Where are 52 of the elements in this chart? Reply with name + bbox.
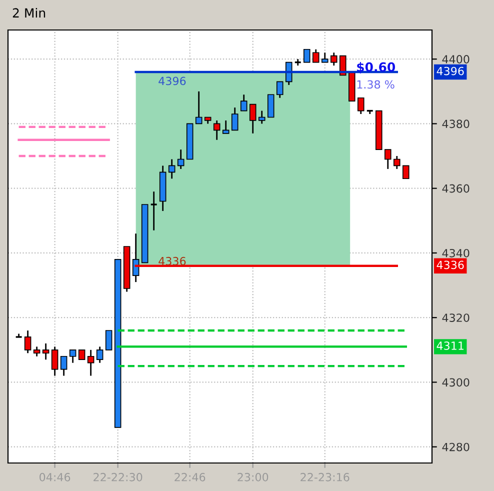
- candlestick: [303, 48, 310, 63]
- candlestick: [213, 120, 220, 141]
- x-tick-label: 22-22:30: [94, 472, 142, 482]
- candlestick: [249, 104, 256, 134]
- candlestick: [276, 81, 284, 99]
- candlestick: [321, 52, 328, 64]
- x-tick-label: 22-23:16: [300, 472, 350, 482]
- candlestick: [60, 356, 68, 376]
- candlestick: [402, 165, 410, 180]
- candlestick: [105, 330, 112, 350]
- y-tick-label: 4280: [442, 442, 470, 452]
- candlestick: [267, 94, 274, 118]
- candlestick: [150, 190, 158, 232]
- annotation: 1.38 %: [357, 80, 394, 89]
- text: 4336: [436, 260, 464, 270]
- candlestick: [168, 158, 176, 180]
- candlestick: [384, 148, 392, 170]
- chart-title: 2 Min: [12, 8, 46, 18]
- x-tick-label: 04:46: [40, 472, 70, 482]
- series-label: 4396: [158, 76, 186, 86]
- candlestick: [87, 349, 94, 376]
- candlestick: [195, 90, 202, 124]
- candlestick: [78, 349, 86, 360]
- annotation: $0.60: [357, 62, 396, 74]
- x-tick-label: 23:00: [238, 472, 268, 482]
- x-tick-label: 22:46: [174, 472, 206, 482]
- y-tick-label: 4380: [442, 120, 470, 128]
- candlestick: [24, 330, 32, 354]
- candlestick: [177, 148, 184, 170]
- candlestick: [222, 120, 230, 134]
- candlestick: [96, 346, 104, 364]
- y-tick-label: 4360: [442, 184, 470, 193]
- candlestick: [258, 110, 266, 124]
- text: 4396: [436, 66, 464, 76]
- candlestick: [231, 106, 238, 131]
- series-label: 4336: [158, 256, 186, 266]
- candlestick: [33, 346, 40, 358]
- candlestick: [339, 55, 346, 76]
- candlestick: [394, 155, 400, 170]
- candlestick: [51, 346, 58, 376]
- candlestick: [330, 52, 338, 66]
- y-tick-label: 4340: [442, 248, 470, 258]
- candlestick: [312, 48, 320, 64]
- y-tick-label: 4300: [442, 378, 470, 387]
- candlestick: [285, 62, 292, 86]
- y-tick-label: 4320: [442, 314, 470, 322]
- text: 4311: [436, 341, 464, 350]
- candlestick: [42, 342, 50, 360]
- y-tick-label: 4400: [442, 55, 470, 64]
- candlestick: [240, 94, 248, 112]
- candlestick: [69, 349, 76, 364]
- candlestick: [357, 97, 364, 115]
